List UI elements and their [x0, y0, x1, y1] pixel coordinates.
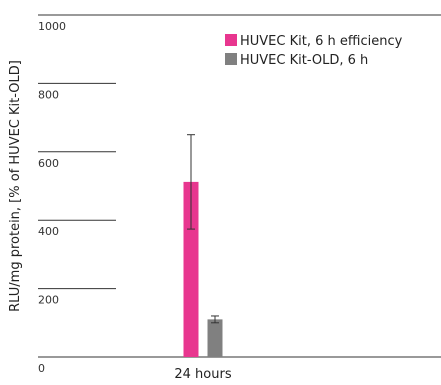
legend-swatch: [225, 34, 237, 46]
y-tick-label: 0: [38, 362, 45, 375]
y-axis-tick-labels: 0 200 400 600 800 1000: [38, 20, 66, 375]
y-tick-label: 800: [38, 88, 59, 101]
legend-label: HUVEC Kit-OLD, 6 h: [240, 53, 368, 68]
category-labels: 24 hours: [174, 367, 231, 382]
bar-group: [183, 181, 223, 357]
y-axis-title: RLU/mg protein, [% of HUVEC Kit-OLD]: [8, 60, 23, 312]
y-tick-label: 1000: [38, 20, 66, 33]
error-bar-group: [187, 134, 219, 324]
legend-label: HUVEC Kit, 6 h efficiency: [240, 34, 403, 49]
category-label: 24 hours: [174, 367, 231, 382]
bar: [183, 181, 199, 357]
y-tick-label: 600: [38, 157, 59, 170]
legend: HUVEC Kit, 6 h efficiency HUVEC Kit-OLD, …: [225, 34, 403, 68]
bar: [207, 319, 223, 357]
y-tick-label: 400: [38, 225, 59, 238]
y-axis-tick-lines: [38, 82, 116, 290]
y-tick-label: 200: [38, 294, 59, 307]
legend-swatch: [225, 53, 237, 65]
